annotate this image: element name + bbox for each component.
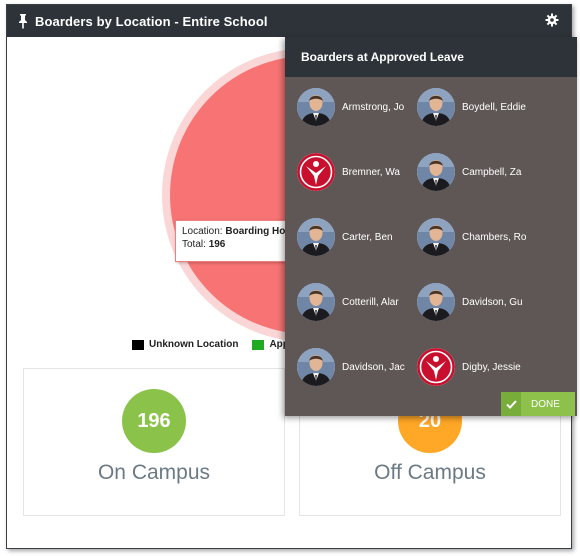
chart-legend: Unknown Location App xyxy=(132,339,303,350)
student-name: Chambers, Ro xyxy=(462,231,526,243)
student-name: Campbell, Za xyxy=(462,166,522,178)
on-campus-count: 196 xyxy=(122,389,186,453)
student-name: Armstrong, Jo xyxy=(342,101,405,113)
tooltip-total: 196 xyxy=(208,239,226,250)
tooltip-total-prefix: Total: xyxy=(182,239,206,250)
student-photo xyxy=(297,283,335,321)
student-item[interactable]: Davidson, Jac xyxy=(297,347,417,387)
student-photo xyxy=(417,218,455,256)
student-photo xyxy=(417,88,455,126)
approved-leave-panel: Boarders at Approved Leave Armstrong, Jo… xyxy=(285,37,577,416)
gear-icon[interactable] xyxy=(545,13,559,27)
legend-swatch-unknown xyxy=(132,339,144,350)
student-name: Cotterill, Alar xyxy=(342,296,399,308)
student-name: Davidson, Jac xyxy=(342,361,405,373)
student-photo xyxy=(297,348,335,386)
check-icon xyxy=(501,392,521,416)
student-photo xyxy=(297,218,335,256)
on-campus-label: On Campus xyxy=(97,461,211,484)
on-campus-card[interactable]: 196 On Campus xyxy=(23,368,285,516)
tooltip-location: Boarding Ho xyxy=(225,226,286,237)
tooltip-location-prefix: Location: xyxy=(182,226,223,237)
legend-item-approved-leave[interactable]: App xyxy=(252,339,289,350)
student-name: Carter, Ben xyxy=(342,231,393,243)
student-item[interactable]: Campbell, Za xyxy=(417,152,537,192)
done-button[interactable]: DONE xyxy=(501,392,575,416)
pin-icon xyxy=(19,14,27,29)
legend-label-approved: App xyxy=(269,339,289,350)
legend-item-unknown-location[interactable]: Unknown Location xyxy=(132,339,238,350)
student-item[interactable]: Chambers, Ro xyxy=(417,217,537,257)
student-name: Davidson, Gu xyxy=(462,296,523,308)
panel-title: Boarders at Approved Leave xyxy=(285,37,577,77)
student-name: Bremner, Wa xyxy=(342,166,400,178)
student-photo xyxy=(297,88,335,126)
student-item[interactable]: Boydell, Eddie xyxy=(417,87,537,127)
legend-swatch-approved xyxy=(252,339,265,350)
done-label: DONE xyxy=(531,398,560,410)
student-item[interactable]: Digby, Jessie xyxy=(417,347,537,387)
student-name: Digby, Jessie xyxy=(462,361,521,373)
student-photo xyxy=(417,283,455,321)
student-item[interactable]: Davidson, Gu xyxy=(417,282,537,322)
student-item[interactable]: Carter, Ben xyxy=(297,217,417,257)
school-logo-icon xyxy=(417,348,455,386)
student-item[interactable]: Bremner, Wa xyxy=(297,152,417,192)
student-photo xyxy=(417,153,455,191)
student-name: Boydell, Eddie xyxy=(462,101,526,113)
student-item[interactable]: Armstrong, Jo xyxy=(297,87,417,127)
legend-label-unknown: Unknown Location xyxy=(149,339,239,350)
off-campus-label: Off Campus xyxy=(374,461,486,484)
school-logo-icon xyxy=(297,153,335,191)
widget-header: Boarders by Location - Entire School xyxy=(7,5,571,37)
student-item[interactable]: Cotterill, Alar xyxy=(297,282,417,322)
widget-title: Boarders by Location - Entire School xyxy=(35,13,268,29)
